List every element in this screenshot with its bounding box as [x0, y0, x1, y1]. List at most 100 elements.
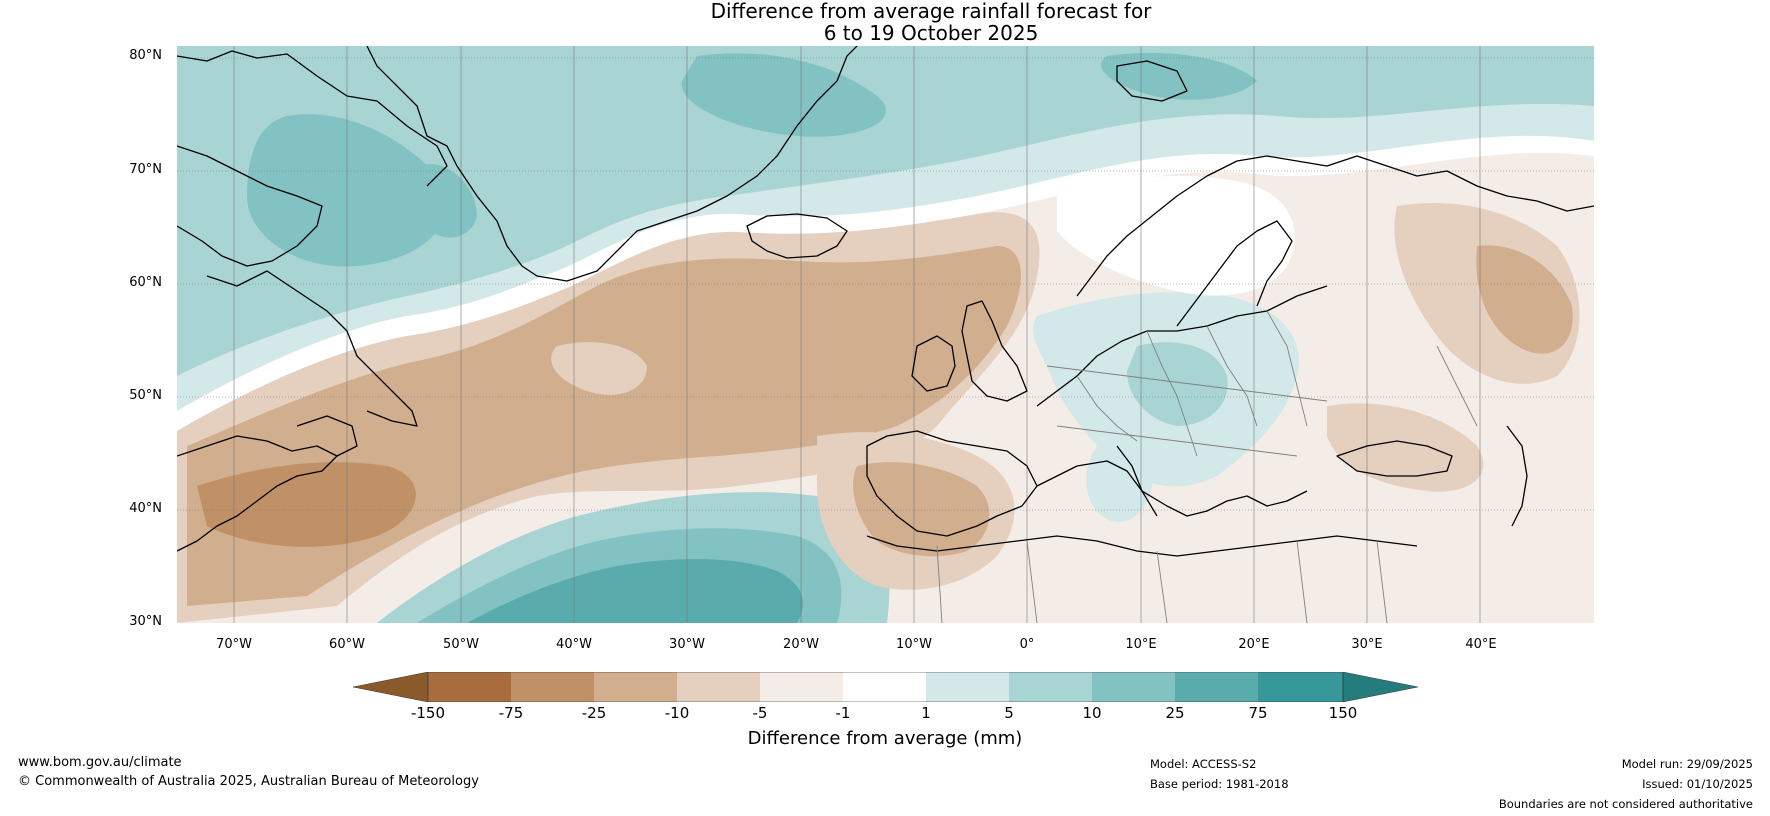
lon-label-10e: 10°E [1125, 637, 1157, 652]
coast-greenland-east [456, 46, 858, 282]
border-12 [1436, 345, 1478, 427]
coast-caspian [1506, 425, 1528, 527]
coast-canadian-arctic [177, 50, 448, 187]
map-canvas [177, 46, 1594, 623]
colorbar-tick: -150 [410, 704, 446, 722]
coast-norway [1076, 155, 1358, 297]
region-scandinavia-neutral [1057, 176, 1295, 296]
title-line-2: 6 to 19 October 2025 [823, 21, 1039, 45]
border-6 [1046, 365, 1328, 402]
border-5 [1056, 425, 1298, 457]
colorbar-tick: 10 [1082, 704, 1102, 722]
colorbar-swatch-1 [428, 672, 511, 702]
coast-labrador [206, 270, 418, 427]
border-8 [1026, 540, 1038, 623]
colorbar-tick: -25 [581, 704, 607, 722]
coast-north-med [1036, 460, 1308, 517]
coast-svalbard [1116, 60, 1188, 102]
footer-issued: Issued: 01/10/2025 [1642, 777, 1753, 791]
coast-russian-arctic [1356, 155, 1594, 212]
lon-label-40e: 40°E [1465, 637, 1497, 652]
region-turkey-dry-5 [1327, 403, 1484, 492]
border-11 [1376, 540, 1388, 623]
border-7 [936, 545, 943, 623]
colorbar-swatch-9 [1092, 672, 1175, 702]
colorbar-tick: 150 [1328, 704, 1358, 722]
colorbar-tick: -5 [752, 704, 768, 722]
lat-label-40n: 40°N [129, 501, 162, 516]
region-balkans-wet-1 [1086, 445, 1152, 522]
colorbar-swatch-11 [1258, 672, 1343, 702]
coastlines [177, 46, 1594, 557]
country-borders [936, 310, 1478, 623]
coast-great-britain [961, 300, 1028, 402]
colorbar-swatch-10 [1175, 672, 1258, 702]
map-title: Difference from average rainfall forecas… [0, 0, 1770, 44]
lon-label-40w: 40°W [556, 637, 592, 652]
title-line-1: Difference from average rainfall forecas… [710, 0, 1152, 23]
footer-model: Model: ACCESS-S2 [1150, 757, 1257, 771]
region-russia-dry-10 [1476, 245, 1573, 354]
lat-label-80n: 80°N [129, 48, 162, 63]
colorbar-swatch-5 [760, 672, 843, 702]
lat-label-70n: 70°N [129, 162, 162, 177]
lat-label-50n: 50°N [129, 388, 162, 403]
lat-label-30n: 30°N [129, 614, 162, 629]
coast-north-africa [866, 535, 1418, 557]
colorbar-swatch-6 [843, 672, 926, 702]
colorbar-swatch-3 [594, 672, 677, 702]
coast-iceland [746, 213, 848, 259]
border-1 [1076, 375, 1138, 442]
region-labrador-wet-10 [407, 164, 477, 238]
colorbar-swatch-7 [926, 672, 1009, 702]
colorbar-tick: 5 [1004, 704, 1014, 722]
region-north-wet-5 [177, 46, 1594, 376]
colorbar-label: Difference from average (mm) [747, 728, 1023, 749]
colorbar-extend-dry [353, 672, 429, 702]
lon-label-70w: 70°W [216, 637, 252, 652]
rainfall-anomaly-map [177, 46, 1594, 623]
lon-label-0: 0° [1019, 637, 1035, 652]
coast-black-sea [1336, 440, 1453, 477]
coast-nova-scotia [177, 435, 338, 552]
lon-gridlines [233, 46, 1481, 623]
region-us-dry-25 [197, 462, 416, 547]
colorbar-tick: -75 [498, 704, 524, 722]
colorbar-extend-wet [1342, 672, 1418, 702]
footer-model-run: Model run: 29/09/2025 [1621, 757, 1753, 771]
coast-sweden-finland [1176, 220, 1293, 327]
region-subtropical-wet-25 [467, 559, 803, 623]
colorbar-tick: 25 [1165, 704, 1185, 722]
border-2 [1146, 330, 1198, 457]
lat-gridlines [177, 57, 1594, 511]
coast-ireland [911, 335, 956, 392]
lat-label-60n: 60°N [129, 275, 162, 290]
lon-label-10w: 10°W [896, 637, 932, 652]
lon-label-30e: 30°E [1351, 637, 1383, 652]
lon-label-60w: 60°W [329, 637, 365, 652]
footer-disclaimer: Boundaries are not considered authoritat… [1498, 797, 1753, 811]
footer-base-period: Base period: 1981-2018 [1150, 777, 1289, 791]
colorbar-tick: 75 [1248, 704, 1268, 722]
coast-newfoundland [296, 415, 358, 457]
border-4 [1266, 310, 1308, 427]
border-3 [1206, 325, 1258, 427]
colorbar-tick: 1 [921, 704, 931, 722]
coast-italy [1116, 445, 1158, 517]
footer-copyright: © Commonwealth of Australia 2025, Austra… [18, 774, 479, 789]
colorbar-swatch-2 [511, 672, 594, 702]
colorbar-swatch-4 [677, 672, 760, 702]
footer-website: www.bom.gov.au/climate [18, 755, 182, 770]
lon-label-50w: 50°W [443, 637, 479, 652]
coast-iberia [866, 430, 1038, 537]
coast-greenland-west [366, 46, 458, 167]
lon-label-20e: 20°E [1238, 637, 1270, 652]
region-atlantic-patch [551, 342, 647, 395]
lon-label-20w: 20°W [783, 637, 819, 652]
border-9 [1156, 550, 1168, 623]
lon-label-30w: 30°W [669, 637, 705, 652]
colorbar [353, 672, 1418, 702]
colorbar-outline [427, 672, 1344, 702]
colorbar-tick: -10 [664, 704, 690, 722]
colorbar-tick: -1 [835, 704, 851, 722]
